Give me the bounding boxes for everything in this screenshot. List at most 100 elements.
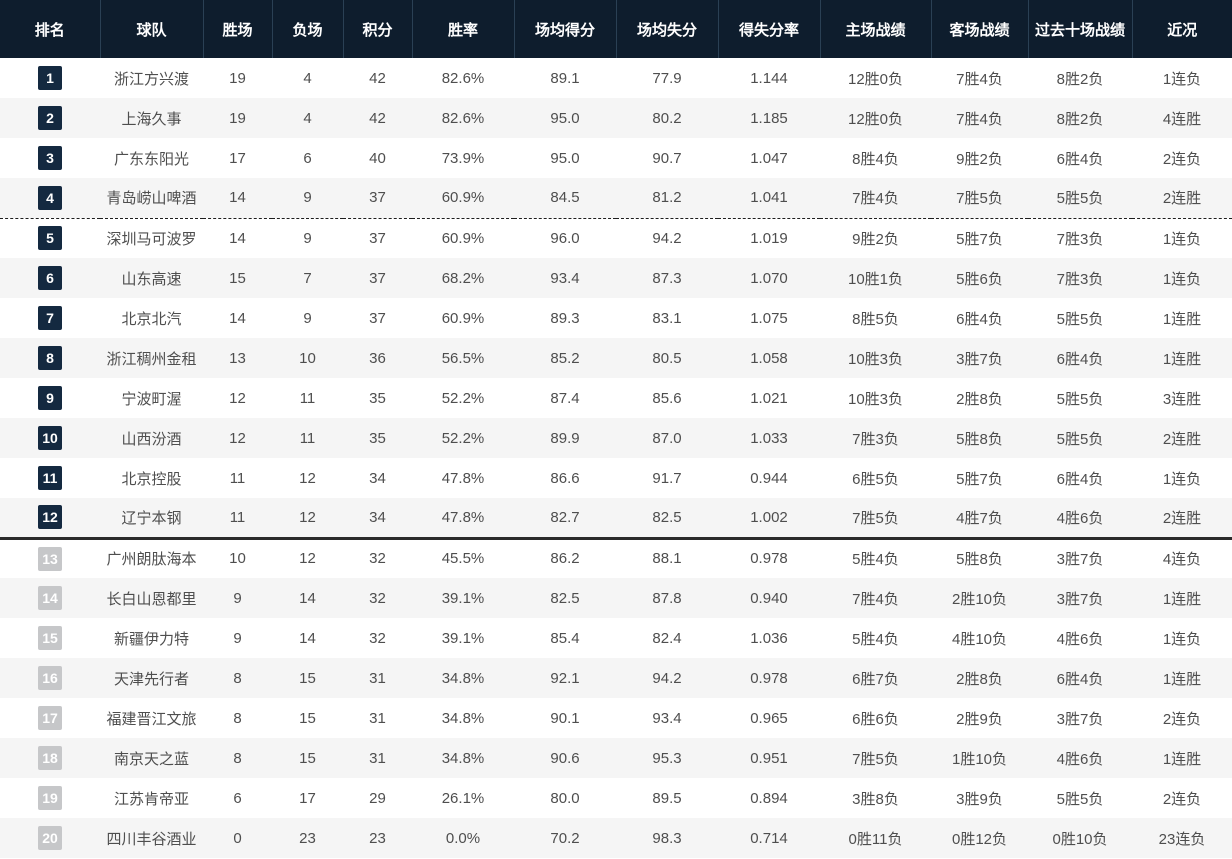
cell-avg_allowed: 87.0 [652,429,682,447]
cell-form: 1连负 [1162,70,1202,88]
cell-wins: 9 [233,589,242,607]
table-row: 3 广东东阳光 17 6 40 73.9% 95.0 90.7 1.047 8胜4负 9胜2负 6胜4… [0,138,1232,178]
table-row: 12 辽宁本钢 11 12 34 47.8% 82.7 82.5 1.002 7胜5负 4胜7负 4胜… [0,498,1232,540]
cell-last10_record: 6胜4负 [1056,670,1104,688]
cell-wins: 12 [229,389,246,407]
table-row: 7 北京北汽 14 9 37 60.9% 89.3 83.1 1.075 8胜5负 6胜4负 5胜5负… [0,298,1232,338]
cell-home_record: 7胜5负 [820,498,931,540]
cell-losses: 4 [303,109,312,127]
cell-form: 23连负 [1158,830,1206,848]
table-row: 2 上海久事 19 4 42 82.6% 95.0 80.2 1.185 12胜0负 7胜4负 8胜2… [0,98,1232,138]
cell-away_record: 4胜10负 [951,630,1008,648]
cell-last10_record: 5胜5负 [1056,390,1104,408]
cell-win_rate: 60.9% [412,178,514,219]
cell-team: 青岛崂山啤酒 [100,178,203,219]
cell-win_rate: 60.9% [441,309,485,327]
cell-team: 福建晋江文旅 [106,710,197,728]
rank-badge: 16 [38,666,62,690]
table-row: 10 山西汾酒 12 11 35 52.2% 89.9 87.0 1.033 7胜3负 5胜8负 5胜… [0,418,1232,458]
column-header-avg_scored: 场均得分 [513,0,616,58]
cell-team: 浙江方兴渡 [113,70,189,88]
cell-team: 江苏肯帝亚 [113,790,189,808]
rank-badge: 20 [38,826,62,850]
cell-wins: 11 [229,469,246,487]
cell-score_ratio: 0.940 [750,589,788,607]
cell-rank: 10 [0,418,100,458]
rank-badge: 10 [38,426,62,450]
cell-avg_allowed: 98.3 [652,829,682,847]
cell-losses: 11 [299,429,316,447]
cell-rank: 1 [0,58,100,98]
cell-avg_allowed: 90.7 [652,149,682,167]
cell-losses: 9 [303,229,312,247]
cell-win_rate: 34.8% [441,749,485,767]
column-header-avg_allowed: 场均失分 [615,0,718,58]
cell-away_record: 5胜8负 [956,430,1003,448]
cell-avg_allowed: 77.9 [652,69,682,87]
cell-avg_scored: 86.2 [550,550,580,568]
cell-team: 浙江稠州金租 [106,350,197,368]
cell-avg_scored: 93.4 [550,269,580,287]
cell-avg_scored: 95.0 [550,109,580,127]
rank-badge: 1 [38,66,62,90]
cell-rank: 5 [0,218,100,258]
cell-points: 34 [343,498,412,540]
cell-avg_allowed: 82.4 [652,629,682,647]
cell-losses: 15 [299,709,316,727]
cell-team: 上海久事 [121,110,182,128]
rank-badge: 9 [38,386,62,410]
cell-win_rate: 34.8% [441,709,485,727]
cell-away_record: 7胜5负 [931,178,1028,219]
cell-points: 36 [369,349,386,367]
cell-away_record: 7胜4负 [956,110,1003,128]
cell-team: 天津先行者 [113,670,189,688]
cell-last10_record: 7胜3负 [1056,230,1104,248]
column-header-losses: 负场 [271,0,343,58]
cell-form: 1连负 [1162,470,1202,488]
cell-avg_scored: 89.3 [550,309,580,327]
cell-points: 37 [343,178,412,219]
cell-home_record: 10胜3负 [847,390,904,408]
cell-form: 1连负 [1162,270,1202,288]
cell-score_ratio: 1.058 [750,349,788,367]
cell-losses: 12 [272,498,343,540]
cell-wins: 19 [229,109,246,127]
cell-team: 辽宁本钢 [100,498,203,540]
cell-win_rate: 34.8% [441,669,485,687]
cell-team: 北京北汽 [121,310,182,328]
cell-points: 32 [369,629,386,647]
cell-rank: 6 [0,258,100,298]
cell-losses: 6 [303,149,312,167]
cell-away_record: 1胜10负 [951,750,1008,768]
cell-away_record: 0胜12负 [951,830,1008,848]
cell-avg_scored: 89.9 [550,429,580,447]
cell-win_rate: 60.9% [441,229,485,247]
rank-badge: 19 [38,786,62,810]
cell-home_record: 6胜5负 [852,470,899,488]
rank-badge: 14 [38,586,62,610]
cell-losses: 12 [299,550,316,568]
cell-wins: 0 [233,829,242,847]
cell-form: 2连胜 [1162,430,1202,448]
cell-team: 四川丰谷酒业 [106,830,197,848]
cell-score_ratio: 1.033 [750,429,788,447]
cell-team: 宁波町渥 [121,390,182,408]
cell-rank: 8 [0,338,100,378]
cell-wins: 19 [229,69,246,87]
cell-home_record: 8胜5负 [852,310,899,328]
cell-away_record: 2胜8负 [956,390,1003,408]
cell-score_ratio: 1.185 [750,109,788,127]
cell-team: 山东高速 [121,270,182,288]
rank-badge: 11 [38,466,62,490]
table-row: 16 天津先行者 8 15 31 34.8% 92.1 94.2 0.978 6胜7负 2胜8负 6胜… [0,658,1232,698]
cell-rank: 9 [0,378,100,418]
cell-last10_record: 8胜2负 [1056,70,1104,88]
table-row: 13 广州朗肽海本 10 12 32 45.5% 86.2 88.1 0.978 5胜4负 5胜8负… [0,538,1232,578]
column-header-wins: 胜场 [202,0,272,58]
cell-form: 1连胜 [1162,350,1202,368]
cell-rank: 7 [0,298,100,338]
cell-last10_record: 3胜7负 [1056,590,1104,608]
cell-win_rate: 82.6% [441,109,485,127]
cell-team: 山西汾酒 [121,430,182,448]
cell-last10_record: 4胜6负 [1056,750,1104,768]
